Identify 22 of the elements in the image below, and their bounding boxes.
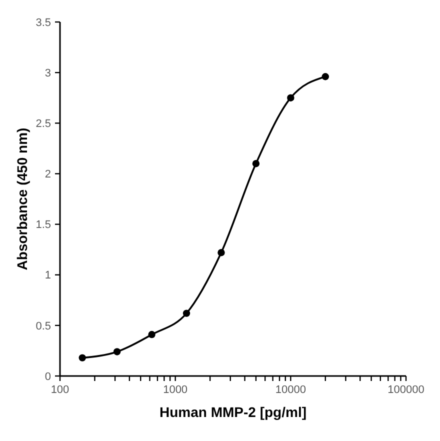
y-tick-label: 0.5 <box>36 320 51 332</box>
point <box>252 160 260 168</box>
y-tick-label: 0 <box>44 370 51 383</box>
y-tick-label: 2 <box>44 168 51 181</box>
y-tick-label: 3 <box>44 67 51 80</box>
x-tick-label: 10000 <box>275 384 306 396</box>
y-tick-label: 1.5 <box>36 219 51 232</box>
x-tick-label: 1000 <box>163 384 188 396</box>
point <box>78 354 86 362</box>
point <box>113 348 121 356</box>
point <box>148 330 156 338</box>
x-axis-title: Human MMP-2 [pg/ml] <box>160 404 306 420</box>
point <box>218 249 225 256</box>
x-tick-label: 100 <box>50 384 70 396</box>
y-axis-title: Absorbance (450 nm) <box>14 128 30 270</box>
point <box>287 94 294 102</box>
point <box>182 310 190 317</box>
x-tick-label: 100000 <box>388 384 424 396</box>
y-tick-label: 3.5 <box>36 16 51 29</box>
y-tick-label: 1 <box>44 270 51 282</box>
point <box>322 73 329 80</box>
y-tick-label: 2.5 <box>36 118 51 130</box>
